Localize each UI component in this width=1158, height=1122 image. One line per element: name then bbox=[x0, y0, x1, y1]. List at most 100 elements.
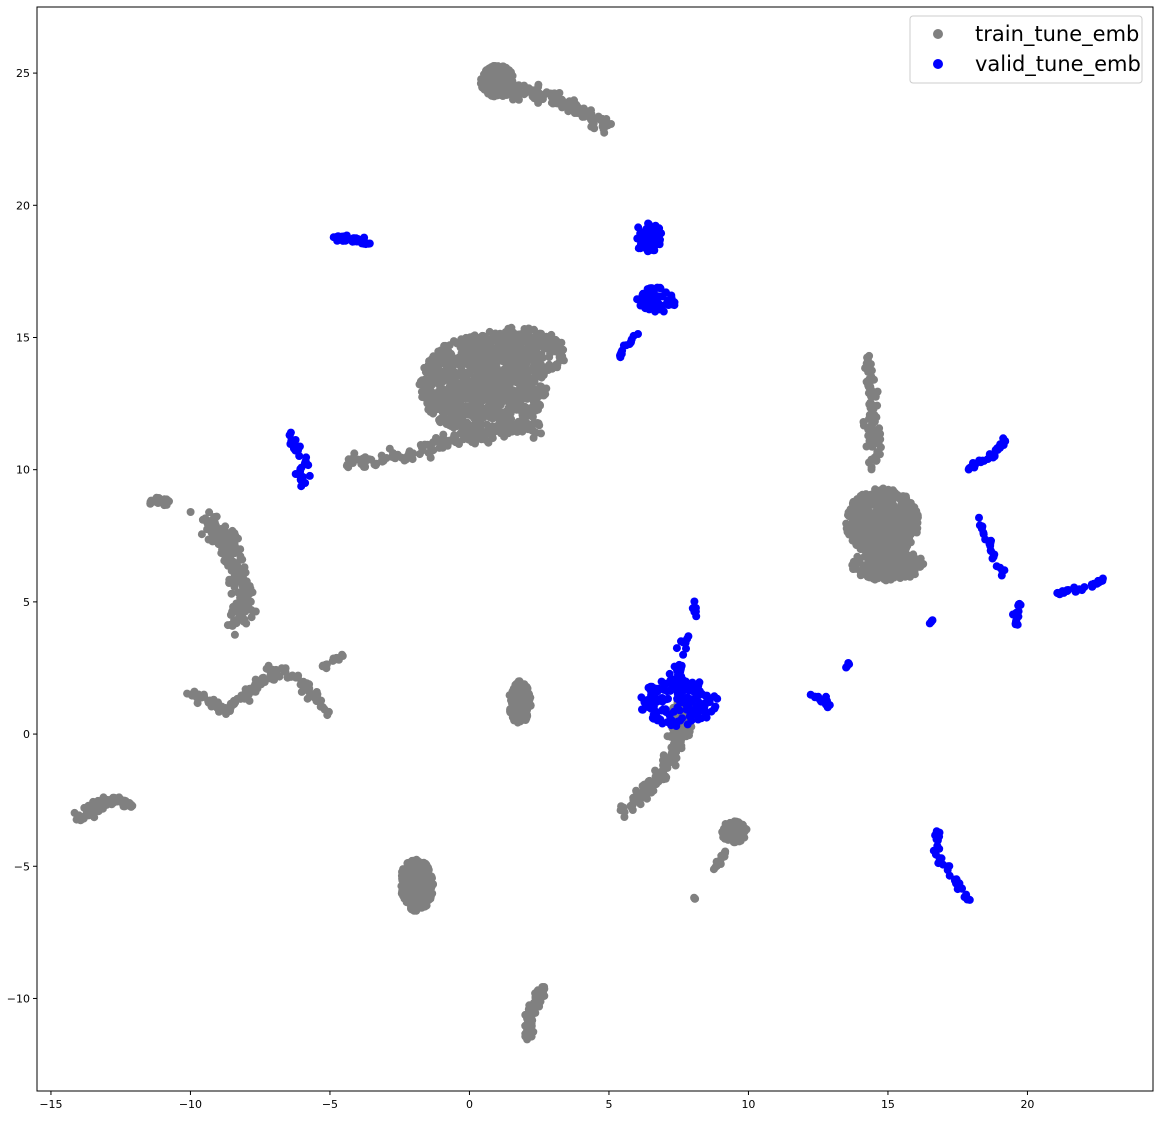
scatter-point bbox=[228, 526, 237, 535]
scatter-point bbox=[507, 323, 516, 332]
scatter-point bbox=[400, 456, 409, 465]
scatter-point bbox=[486, 428, 494, 437]
scatter-point bbox=[547, 330, 556, 339]
x-tick-label: 15 bbox=[881, 1098, 895, 1111]
legend-box bbox=[909, 15, 1143, 84]
scatter-point bbox=[885, 509, 894, 518]
scatter-point bbox=[406, 874, 415, 883]
scatter-point bbox=[414, 877, 423, 886]
scatter-point bbox=[667, 291, 676, 300]
scatter-point bbox=[542, 341, 551, 349]
scatter-point bbox=[481, 379, 490, 388]
scatter-point bbox=[480, 76, 489, 85]
scatter-point bbox=[484, 372, 493, 381]
y-tick-label: 0 bbox=[23, 728, 30, 741]
scatter-point bbox=[299, 473, 307, 481]
scatter-point bbox=[866, 376, 875, 385]
scatter-point bbox=[654, 231, 663, 240]
scatter-point bbox=[430, 360, 438, 369]
scatter-point bbox=[888, 548, 897, 557]
scatter-point bbox=[600, 128, 609, 137]
scatter-point bbox=[602, 115, 611, 123]
scatter-point bbox=[370, 460, 379, 469]
scatter-point bbox=[861, 364, 870, 373]
scatter-point bbox=[912, 507, 921, 516]
x-tick-label: −10 bbox=[179, 1098, 202, 1111]
scatter-point bbox=[502, 375, 511, 384]
scatter-point bbox=[651, 693, 660, 702]
scatter-point bbox=[193, 699, 202, 708]
scatter-point bbox=[529, 405, 538, 414]
scatter-point bbox=[727, 821, 736, 830]
scatter-point bbox=[872, 456, 881, 465]
scatter-point bbox=[350, 449, 359, 458]
scatter-point bbox=[672, 737, 681, 746]
scatter-point bbox=[884, 526, 893, 534]
scatter-point bbox=[247, 613, 256, 622]
scatter-point bbox=[163, 496, 172, 505]
scatter-point bbox=[511, 368, 519, 377]
scatter-point bbox=[514, 330, 523, 339]
scatter-point bbox=[186, 508, 195, 516]
scatter-point bbox=[318, 662, 327, 671]
scatter-point bbox=[444, 397, 452, 406]
scatter-point bbox=[992, 562, 1001, 571]
scatter-point bbox=[435, 365, 444, 374]
scatter-point bbox=[598, 122, 607, 131]
scatter-point bbox=[315, 697, 324, 706]
scatter-point bbox=[617, 349, 626, 358]
scatter-point bbox=[442, 420, 451, 428]
scatter-point bbox=[532, 371, 541, 380]
scatter-point bbox=[490, 66, 499, 75]
scatter-point bbox=[671, 746, 680, 755]
scatter-point bbox=[720, 848, 729, 857]
scatter-point bbox=[867, 533, 876, 542]
scatter-point bbox=[482, 411, 491, 420]
scatter-point bbox=[889, 500, 898, 509]
scatter-point bbox=[1097, 577, 1106, 585]
scatter-point bbox=[931, 831, 940, 840]
x-tick-label: 20 bbox=[1020, 1098, 1034, 1111]
scatter-point bbox=[230, 540, 239, 549]
scatter-point bbox=[1014, 600, 1023, 609]
scatter-point bbox=[672, 722, 681, 730]
scatter-point bbox=[236, 593, 245, 602]
scatter-point bbox=[634, 330, 642, 338]
scatter-point bbox=[492, 355, 501, 364]
scatter-point bbox=[476, 353, 484, 362]
scatter-point bbox=[411, 857, 420, 866]
scatter-point bbox=[547, 98, 556, 107]
scatter-point bbox=[871, 574, 879, 583]
y-tick-label: −5 bbox=[14, 860, 30, 873]
y-tick-label: −10 bbox=[7, 992, 30, 1005]
scatter-point bbox=[894, 529, 903, 538]
scatter-point bbox=[301, 457, 310, 466]
scatter-point bbox=[867, 366, 876, 375]
scatter-point bbox=[203, 518, 212, 527]
scatter-point bbox=[523, 705, 532, 714]
scatter-point bbox=[903, 562, 912, 571]
scatter-point bbox=[425, 448, 434, 457]
scatter-point bbox=[305, 680, 314, 689]
scatter-point bbox=[638, 705, 647, 714]
scatter-point bbox=[499, 384, 508, 393]
scatter-point bbox=[435, 416, 444, 424]
scatter-point bbox=[230, 580, 239, 589]
scatter-point bbox=[931, 850, 940, 859]
scatter-point bbox=[553, 363, 562, 372]
scatter-point bbox=[870, 542, 879, 551]
scatter-point bbox=[450, 360, 459, 369]
scatter-point bbox=[670, 676, 679, 685]
scatter-point bbox=[907, 512, 916, 521]
scatter-point bbox=[670, 755, 679, 763]
scatter-point bbox=[489, 387, 498, 396]
scatter-point bbox=[97, 800, 106, 809]
scatter-point bbox=[218, 536, 227, 545]
scatter-point bbox=[867, 414, 876, 423]
scatter-point bbox=[468, 352, 477, 361]
scatter-point bbox=[538, 95, 547, 104]
scatter-point bbox=[236, 607, 244, 616]
y-tick-label: 20 bbox=[16, 199, 30, 212]
